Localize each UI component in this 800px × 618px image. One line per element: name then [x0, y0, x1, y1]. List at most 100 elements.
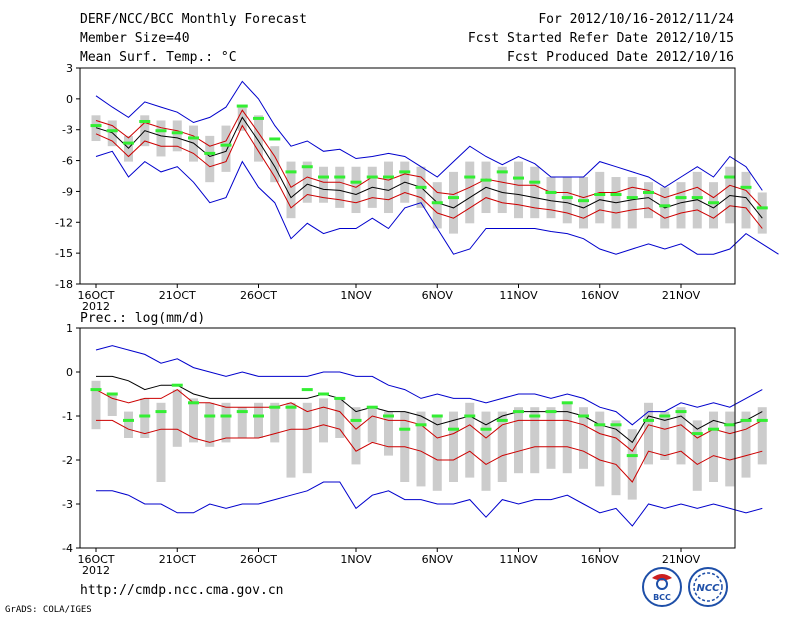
spread-box: [189, 398, 198, 443]
x-tick-label: 1NOV: [340, 289, 372, 302]
spread-box: [270, 402, 280, 443]
median-mark: [285, 405, 297, 409]
plot-frame: [79, 327, 736, 549]
y-tick-label: -6: [62, 155, 73, 168]
spread-box: [709, 182, 718, 229]
spread-box: [302, 161, 312, 203]
temperature-panel: 3 0 -3 -6 -9 -12 -15 -18 16OCT 21OCT 26OCT 1NOV 6NOV…: [55, 62, 779, 313]
y-tick-label: -12: [55, 216, 73, 229]
median-mark: [204, 151, 216, 155]
x-tick-label: 21OCT: [159, 289, 196, 302]
median-mark: [708, 201, 719, 205]
median-mark: [691, 196, 703, 200]
spread-box: [107, 394, 117, 416]
spread-box: [156, 120, 166, 157]
spread-box: [91, 380, 101, 430]
spread-box: [449, 411, 458, 482]
forecast-period: For 2012/10/16-2012/11/24: [538, 12, 734, 27]
spread-box: [644, 182, 653, 219]
panel-title-precipitation: Prec.: log(mm/d): [80, 311, 206, 326]
spread-box: [692, 420, 702, 491]
median-mark: [269, 405, 281, 409]
y-tick-label: 3: [66, 62, 73, 75]
y-tick-label: 0: [66, 93, 73, 106]
median-mark: [188, 136, 199, 140]
spread-box: [416, 411, 426, 487]
median-mark: [415, 423, 427, 427]
median-mark: [399, 427, 411, 431]
median-mark: [399, 170, 411, 174]
median-mark: [643, 418, 654, 422]
spread-box: [302, 402, 312, 474]
spread-box: [335, 398, 345, 438]
median-mark: [415, 185, 427, 189]
spread-box: [432, 182, 442, 229]
median-mark: [301, 165, 313, 169]
minus-sd-line: [96, 419, 763, 483]
median-mark: [334, 175, 346, 179]
spread-box: [530, 407, 540, 474]
spread-box: [676, 407, 686, 465]
x-tick-label: 21OCT: [159, 553, 196, 566]
spread-box: [351, 166, 361, 214]
median-mark: [610, 193, 622, 197]
spread-box: [221, 125, 231, 172]
median-mark: [594, 193, 606, 197]
spread-box: [579, 407, 588, 469]
max-line: [95, 80, 763, 191]
ncc-logo: NCC: [688, 567, 728, 607]
median-mark: [106, 392, 118, 396]
median-mark: [545, 410, 557, 414]
median-mark: [220, 414, 232, 418]
median-mark: [123, 418, 134, 422]
spread-box: [562, 402, 572, 474]
spread-box: [270, 146, 280, 183]
median-mark: [756, 418, 768, 422]
x-tick-label: 21NOV: [662, 553, 701, 566]
x-tick-label: 16OCT: [77, 553, 114, 566]
spread-box: [514, 407, 523, 474]
median-mark: [561, 401, 573, 405]
y-tick-label: -3: [62, 498, 73, 511]
median-mark: [285, 170, 297, 174]
source-url[interactable]: http://cmdp.ncc.cma.gov.cn: [80, 583, 284, 598]
y-tick-label: -15: [55, 247, 73, 260]
median-mark: [155, 410, 167, 414]
y-tick-label: -18: [55, 278, 73, 291]
median-mark: [123, 141, 134, 145]
forecast-start-date: Fcst Started Refer Date 2012/10/15: [467, 31, 734, 46]
median-mark: [545, 190, 557, 194]
grads-credit: GrADS: COLA/IGES: [5, 605, 92, 615]
median-mark: [708, 427, 719, 431]
median-mark: [659, 204, 671, 208]
member-size: Member Size=40: [80, 31, 190, 46]
median-mark: [366, 175, 378, 179]
bcc-logo: BCC: [642, 567, 682, 607]
year-label: 2012: [82, 300, 110, 313]
median-mark: [318, 392, 329, 396]
median-mark: [594, 423, 606, 427]
spread-box: [465, 402, 475, 478]
spread-box: [562, 177, 572, 224]
spread-box: [384, 161, 393, 214]
spread-box: [286, 161, 296, 219]
median-mark: [578, 414, 589, 418]
forecast-produced-date: Fcst Produced Date 2012/10/16: [507, 50, 734, 65]
spread-box: [514, 161, 523, 219]
median-mark: [155, 129, 167, 133]
median-mark: [740, 185, 752, 189]
median-mark: [578, 199, 589, 203]
spread-box: [205, 402, 215, 447]
ensemble-mean-line: [96, 375, 763, 444]
median-mark: [334, 396, 346, 400]
median-mark: [480, 427, 492, 431]
median-mark: [740, 418, 752, 422]
spread-box: [709, 411, 718, 482]
spread-box: [757, 407, 767, 465]
x-tick-label: 16OCT: [77, 289, 114, 302]
spread-box: [530, 166, 540, 219]
spread-box: [384, 411, 393, 456]
spread-box: [172, 389, 182, 447]
spread-box: [465, 161, 475, 224]
median-mark: [171, 383, 183, 387]
